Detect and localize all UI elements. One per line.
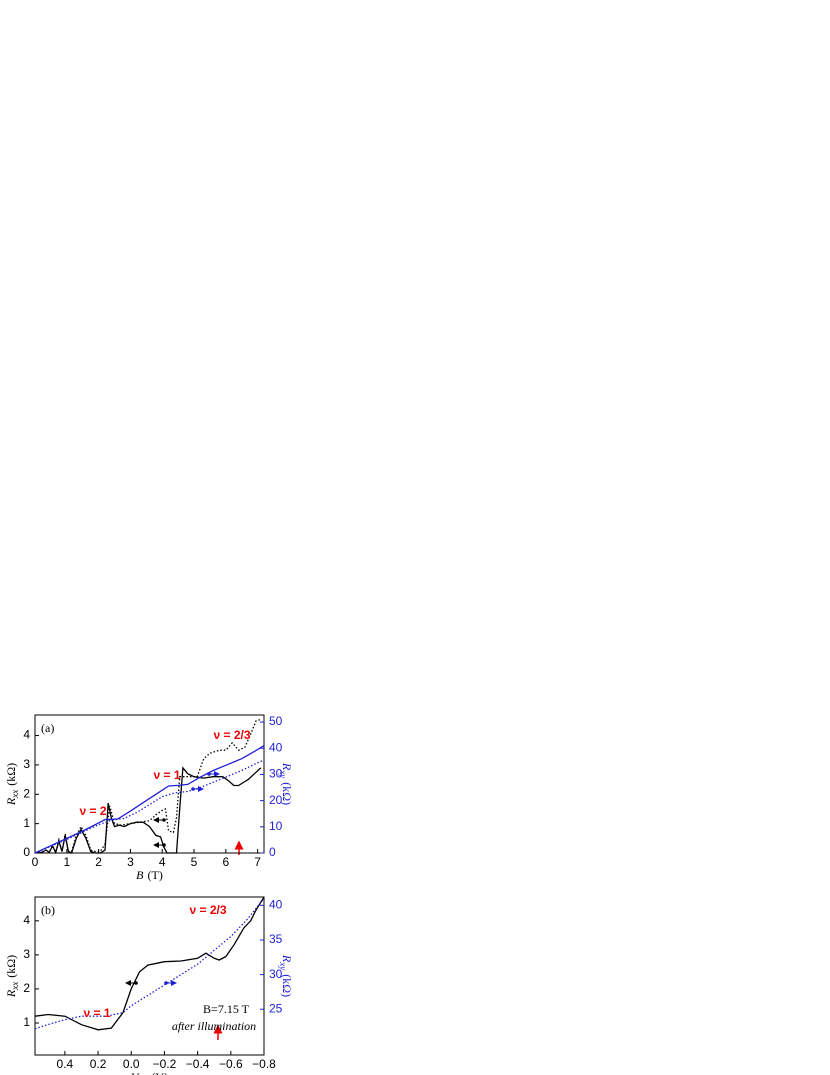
axis-symbol: R [280,954,294,963]
y2-tick-label: 40 [269,740,283,754]
y2-tick-label: 40 [269,897,283,911]
axis-title: Vbg(V) [131,1070,168,1075]
axis-symbol: R [4,797,18,806]
y-tick-label: 3 [23,947,30,961]
panel-label: (a) [41,721,54,735]
axis-symbol: B [136,868,144,882]
y2-tick-label: 50 [269,714,283,728]
axis-subscript: xy [278,961,288,970]
x-tick-label: −0.4 [186,1057,210,1071]
plot-frame [34,896,265,1056]
axis-title: Rxy (kΩ) [278,954,294,997]
annotation: ν = 1 [83,1006,110,1020]
x-tick-label: 5 [191,855,198,869]
y2-tick-label: 20 [269,793,283,807]
y-tick-label: 2 [23,786,30,800]
y-tick-label: 1 [23,1015,30,1029]
axis-unit: (kΩ) [4,763,18,786]
x-tick-label: 0.0 [123,1057,140,1071]
axis-unit: (kΩ) [280,974,294,997]
y2-tick-label: 25 [269,1001,283,1015]
y2-tick-label: 30 [269,767,283,781]
y2-tick-label: 30 [269,967,283,981]
x-tick-label: 0.2 [90,1057,107,1071]
axis-subscript: xx [10,982,20,991]
x-tick-label: 0 [32,855,39,869]
y2-tick-label: 10 [269,819,283,833]
x-tick-label: −0.6 [219,1057,243,1071]
y2-tick-label: 0 [269,845,276,859]
y-tick-label: 4 [23,913,30,927]
data-line [34,759,265,854]
data-line [34,896,265,1031]
data-line [34,745,265,854]
y-tick-label: 1 [23,816,30,830]
axis-title: Rxx (kΩ) [4,763,20,806]
data-line [34,718,261,855]
axis-unit: (T) [148,868,163,882]
y-tick-label: 4 [23,728,30,742]
axis-title: Rxx (kΩ) [4,955,20,998]
plot-frame [34,714,265,854]
axis-subscript: xy [278,769,288,778]
axis-unit: (kΩ) [4,955,18,978]
axis-symbol: V [131,1070,140,1075]
annotation: after illumination [172,1019,256,1033]
panel-label: (b) [41,903,55,917]
axis-unit: (V) [151,1070,168,1075]
x-tick-label: 1 [63,855,70,869]
axis-symbol: R [4,989,18,998]
x-tick-label: −0.8 [252,1057,276,1071]
x-tick-label: 0.4 [57,1057,74,1071]
data-line [34,766,262,855]
x-tick-label: 7 [254,855,261,869]
x-tick-label: 6 [222,855,229,869]
annotation: ν = 2/3 [213,728,250,742]
axis-title: B (T) [136,868,163,882]
x-tick-label: −0.2 [153,1057,177,1071]
axis-subscript: xx [10,790,20,799]
annotation: B=7.15 T [203,1002,250,1016]
axis-symbol: R [280,762,294,771]
annotation: ν = 1 [153,768,180,782]
y-tick-label: 3 [23,757,30,771]
annotation: ν = 2/3 [189,903,226,917]
x-tick-label: 4 [159,855,166,869]
annotation: ν = 2 [79,804,106,818]
axis-unit: (kΩ) [280,782,294,805]
x-tick-label: 2 [95,855,102,869]
y-tick-label: 2 [23,981,30,995]
x-tick-label: 3 [127,855,134,869]
y2-tick-label: 35 [269,932,283,946]
axis-title: Rxy (kΩ) [278,762,294,805]
y-tick-label: 0 [23,845,30,859]
